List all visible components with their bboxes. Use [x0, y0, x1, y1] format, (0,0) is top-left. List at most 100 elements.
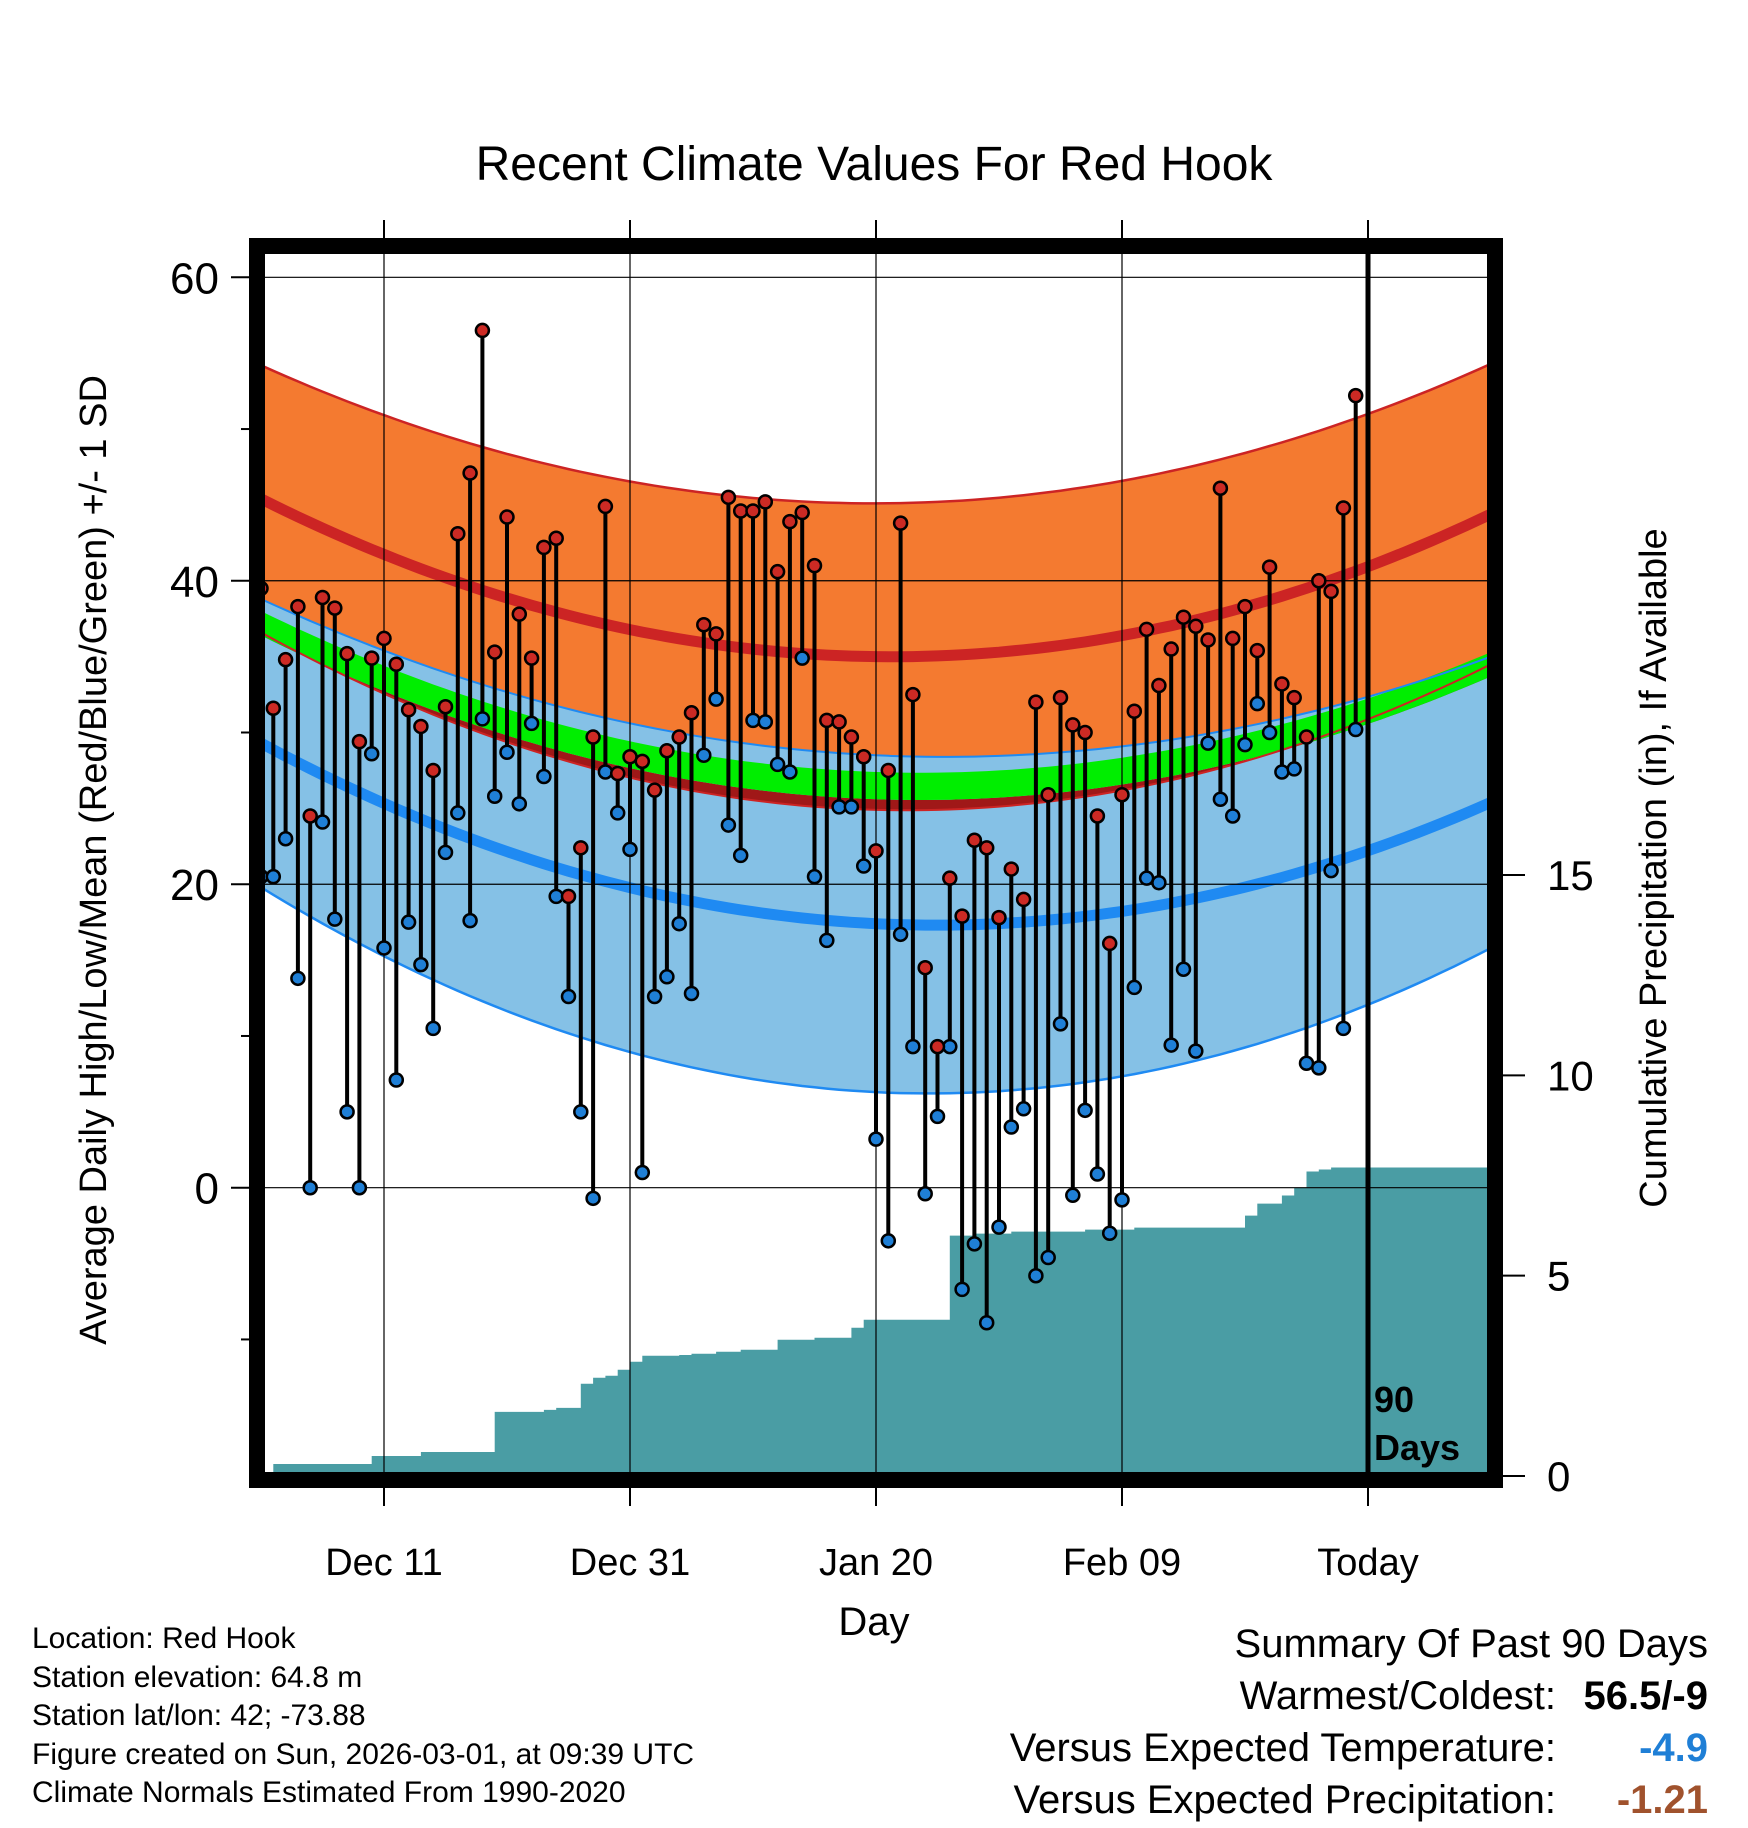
low-point: [1151, 874, 1167, 891]
low-point: [720, 817, 737, 833]
low-point: [474, 711, 491, 727]
low-point: [388, 1072, 405, 1088]
high-point: [806, 557, 823, 574]
low-point: [708, 691, 724, 707]
low-point: [855, 858, 872, 874]
low-point: [646, 988, 663, 1005]
high-point: [966, 832, 983, 848]
high-point: [1237, 598, 1253, 615]
high-point: [302, 808, 318, 824]
high-point: [1040, 786, 1056, 803]
high-point: [929, 1038, 946, 1055]
low-point: [560, 988, 577, 1005]
y2-tick-label: 15: [1547, 852, 1594, 899]
high-point: [1335, 500, 1352, 516]
high-point: [659, 742, 675, 759]
high-point: [573, 840, 589, 856]
low-point: [351, 1179, 368, 1196]
high-point: [425, 762, 441, 779]
high-point: [1274, 676, 1290, 692]
low-point: [769, 756, 786, 773]
high-point: [683, 705, 700, 721]
low-point: [265, 868, 282, 885]
high-point: [560, 888, 577, 905]
high-point: [954, 908, 970, 924]
high-point: [696, 617, 712, 633]
warmest-coldest-row: Warmest/Coldest: 56.5/-9: [808, 1670, 1708, 1722]
warmest-coldest-label: Warmest/Coldest:: [1239, 1674, 1556, 1718]
high-point: [376, 630, 392, 647]
high-point: [437, 698, 454, 715]
high-point: [462, 465, 478, 481]
today-annotation-days: 90: [1374, 1379, 1414, 1420]
high-point: [720, 489, 737, 506]
high-point: [265, 700, 282, 716]
high-point: [634, 753, 651, 770]
high-point: [978, 840, 995, 856]
y2-tick-label: 10: [1547, 1052, 1594, 1099]
temperature-data: 90 Days: [253, 250, 1460, 1476]
precip-anomaly-value: -1.21: [1616, 1778, 1708, 1822]
high-point: [1065, 717, 1081, 733]
warmest-coldest-value: 56.5/-9: [1583, 1674, 1708, 1718]
high-point: [548, 530, 564, 547]
summary-heading: Summary Of Past 90 Days: [1234, 1622, 1708, 1666]
y-tick-label: 20: [170, 861, 219, 910]
high-point: [1126, 703, 1143, 720]
low-point: [1286, 761, 1302, 777]
high-point: [622, 749, 638, 765]
y2-tick-label: 5: [1547, 1253, 1570, 1300]
latlon-text: Station lat/lon: 42; -73.88: [32, 1699, 366, 1732]
high-point: [1347, 387, 1364, 404]
low-point: [1065, 1187, 1081, 1204]
low-point: [1212, 791, 1229, 808]
low-point: [745, 712, 761, 729]
x-axis-label: Day: [838, 1600, 909, 1644]
low-point: [905, 1038, 921, 1055]
high-point: [794, 504, 810, 521]
low-point: [696, 747, 712, 764]
low-point: [1028, 1267, 1044, 1284]
low-point: [819, 932, 835, 949]
low-point: [806, 868, 823, 885]
created-text: Figure created on Sun, 2026-03-01, at 09…: [32, 1737, 695, 1771]
low-point: [782, 764, 798, 780]
high-point: [1212, 480, 1229, 496]
high-point: [1175, 609, 1192, 625]
high-point: [351, 733, 368, 750]
low-point: [892, 926, 909, 943]
low-point: [1163, 1037, 1179, 1053]
low-point: [917, 1186, 933, 1202]
low-point: [1003, 1119, 1020, 1135]
low-point: [1101, 1225, 1118, 1241]
low-point: [1311, 1060, 1327, 1076]
low-point: [363, 746, 380, 762]
normals-text: Climate Normals Estimated From 1990-2020: [32, 1776, 626, 1809]
temp-anomaly-label: Versus Expected Temperature:: [1009, 1726, 1556, 1770]
low-point: [954, 1281, 970, 1298]
high-point: [1077, 724, 1093, 741]
high-point: [363, 650, 380, 666]
low-point: [499, 744, 515, 760]
high-point: [905, 686, 921, 703]
high-point: [646, 782, 663, 798]
high-point: [917, 959, 933, 976]
high-point: [388, 656, 405, 672]
high-point: [1298, 729, 1315, 745]
high-point: [1003, 861, 1020, 877]
high-point: [745, 503, 761, 519]
low-point: [757, 714, 774, 730]
x-tick-label: Dec 31: [570, 1542, 690, 1584]
high-point: [819, 712, 835, 729]
low-point: [1298, 1055, 1315, 1072]
low-point: [339, 1104, 355, 1120]
elevation-text: Station elevation: 64.8 m: [32, 1660, 363, 1694]
temp-anomaly-value: -4.9: [1639, 1726, 1708, 1770]
low-point: [511, 796, 528, 812]
high-point: [782, 513, 798, 530]
low-point: [1175, 961, 1192, 977]
low-point: [573, 1104, 589, 1120]
low-point: [622, 841, 638, 858]
high-point: [413, 718, 429, 735]
